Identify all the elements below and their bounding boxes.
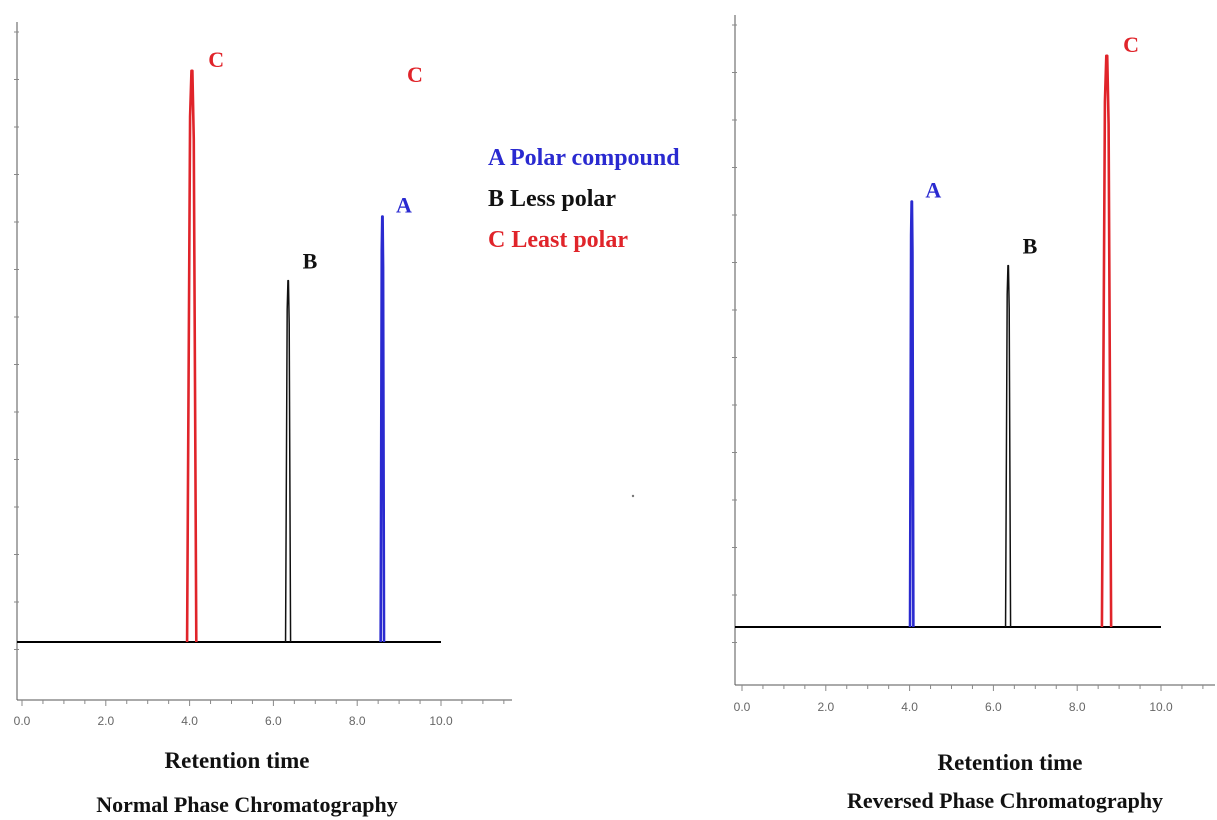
x-tick-label: 6.0	[985, 700, 1002, 714]
x-tick-label: 0.0	[14, 714, 31, 728]
peak-a	[908, 200, 915, 628]
x-tick-label: 4.0	[181, 714, 198, 728]
x-tick-label: 8.0	[349, 714, 366, 728]
peak-label-c: C	[1123, 32, 1139, 57]
peak-label-b: B	[1023, 234, 1038, 259]
x-tick-label: 6.0	[265, 714, 282, 728]
peak-b	[284, 279, 292, 643]
dot-artifact	[631, 494, 635, 498]
stray-label: C	[407, 62, 423, 87]
x-tick-label: 2.0	[817, 700, 834, 714]
peak-c	[185, 69, 198, 643]
x-tick-label: 2.0	[97, 714, 114, 728]
normal-phase-chart: 0.0 2.0 4.0 6.0 8.0 10.0 C B A C Retention time Nor…	[14, 22, 512, 817]
peak-a	[379, 215, 386, 643]
chart-title: Normal Phase Chromatography	[96, 792, 397, 817]
legend-item-a: A Polar compound	[488, 145, 680, 171]
x-tick-label: 10.0	[1149, 700, 1173, 714]
peak-label-a: A	[396, 193, 412, 218]
legend-item-c: C Least polar	[488, 227, 628, 253]
chart-title: Reversed Phase Chromatography	[847, 788, 1163, 813]
polarity-legend: A Polar compound B Less polar C Least pola…	[488, 145, 680, 498]
x-tick-label: 10.0	[429, 714, 453, 728]
peak-label-a: A	[925, 178, 941, 203]
x-axis-label: Retention time	[938, 750, 1083, 775]
x-tick-label: 4.0	[901, 700, 918, 714]
legend-item-b: B Less polar	[488, 186, 616, 212]
peak-c	[1100, 54, 1113, 628]
reversed-phase-chart: 0.0 2.0 4.0 6.0 8.0 10.0 A B C Retention time Reve…	[732, 15, 1215, 813]
x-tick-label: 0.0	[734, 700, 751, 714]
peak-b	[1004, 264, 1012, 628]
x-tick-label: 8.0	[1069, 700, 1086, 714]
x-axis-label: Retention time	[165, 748, 310, 773]
peak-label-c: C	[208, 47, 224, 72]
peak-label-b: B	[303, 249, 318, 274]
